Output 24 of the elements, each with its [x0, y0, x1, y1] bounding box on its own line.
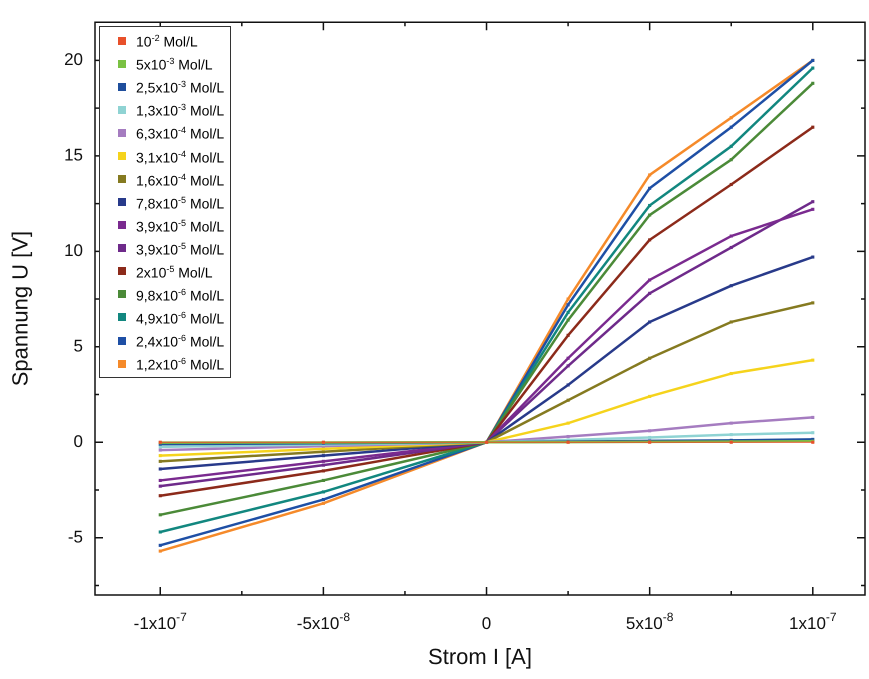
legend-label: 10$^{-2}$ Mol/L: [136, 32, 198, 52]
legend-label: 3,9x10$^{-5}$ Mol/L: [136, 216, 224, 236]
y-tick-label: -5: [68, 527, 83, 546]
legend-label: 1,6x10$^{-4}$ Mol/L: [136, 170, 224, 190]
y-tick-label: 10: [64, 241, 83, 260]
legend-label: 6,3x10$^{-4}$ Mol/L: [136, 124, 224, 144]
x-tick-label: 0: [482, 614, 492, 633]
legend-label: 5x10$^{-3}$ Mol/L: [136, 55, 212, 75]
legend-label: 2,5x10$^{-3}$ Mol/L: [136, 78, 224, 98]
legend-label: 2x10$^{-5}$ Mol/L: [136, 262, 212, 282]
y-tick-label: 15: [64, 146, 83, 165]
legend-label: 4,9x10$^{-6}$ Mol/L: [136, 308, 224, 329]
legend-label: 3,1x10$^{-4}$ Mol/L: [136, 148, 224, 168]
legend-label: 2,4x10$^{-6}$ Mol/L: [136, 332, 224, 352]
y-tick-label: 0: [74, 432, 83, 451]
legend-label: 3,9x10$^{-5}$ Mol/L: [136, 240, 224, 260]
legend-label: 1,3x10$^{-3}$ Mol/L: [136, 101, 224, 122]
legend-label: 1,2x10$^{-6}$ Mol/L: [136, 355, 224, 375]
y-tick-label: 5: [74, 336, 83, 356]
y-tick-label: 20: [64, 50, 83, 70]
y-axis-title: Spannung U [V]: [7, 230, 32, 386]
legend-label: 7,8x10$^{-5}$ Mol/L: [136, 194, 224, 214]
legend-label: 9,8x10$^{-6}$ Mol/L: [136, 286, 224, 306]
x-axis-title: Strom I [A]: [428, 644, 532, 669]
